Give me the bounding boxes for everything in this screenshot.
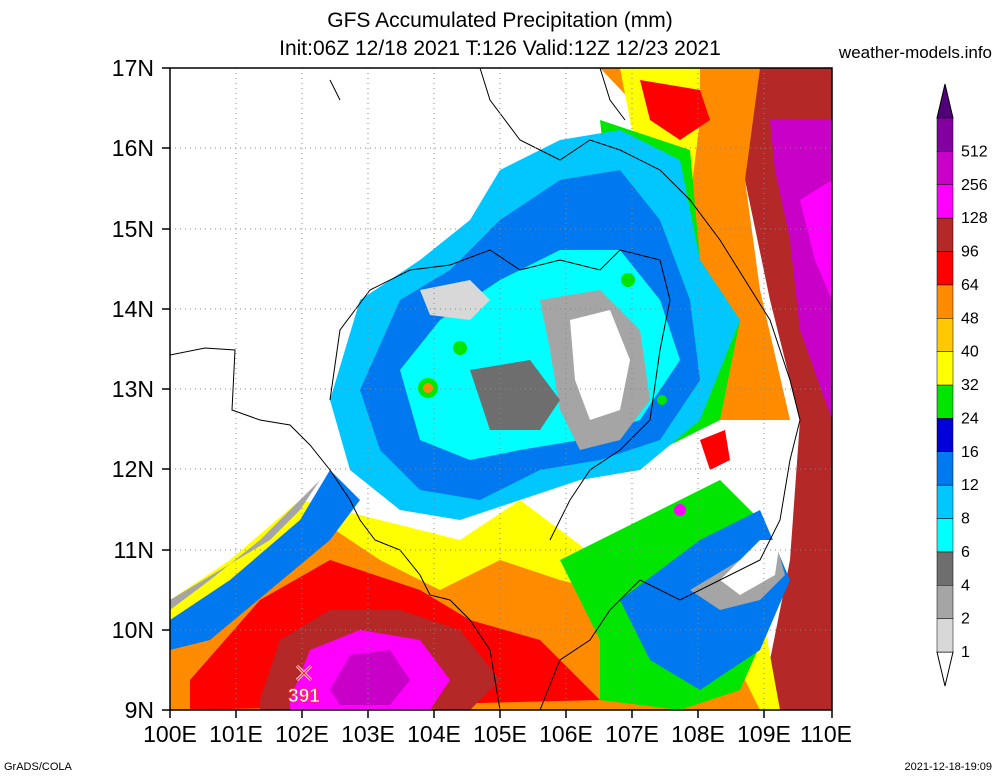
legend-label: 32 <box>961 377 979 394</box>
legend-label: 12 <box>961 477 979 494</box>
lat-label: 10N <box>112 617 154 643</box>
legend-label: 128 <box>961 210 988 227</box>
legend-label: 40 <box>961 344 979 361</box>
lon-label: 106E <box>539 721 593 747</box>
legend-swatch <box>936 484 954 519</box>
legend-label: 64 <box>961 277 979 294</box>
legend-swatch <box>936 251 954 286</box>
map-grid <box>170 68 832 710</box>
legend-label: 256 <box>961 177 988 194</box>
legend-swatch <box>936 117 954 152</box>
legend-label: 16 <box>961 444 979 461</box>
chart-subtitle: Init:06Z 12/18 2021 T:126 Valid:12Z 12/2… <box>279 37 721 60</box>
lon-label: 105E <box>473 721 527 747</box>
lat-label: 11N <box>114 537 155 563</box>
legend-label: 4 <box>961 577 970 594</box>
lon-label: 110E <box>800 721 852 747</box>
axis-ticks <box>162 67 833 718</box>
legend-swatch <box>936 518 954 553</box>
max-value-label: 391 <box>288 686 320 707</box>
legend-label: 1 <box>961 644 970 661</box>
lat-label: 14N <box>112 296 154 322</box>
legend-swatch <box>936 384 954 419</box>
lon-label: 104E <box>407 721 461 747</box>
x-marker-icon <box>295 664 313 682</box>
legend-arrow-top <box>936 83 954 119</box>
lat-label: 13N <box>112 376 154 402</box>
legend-label: 512 <box>961 143 988 160</box>
legend-swatch <box>936 184 954 219</box>
legend-swatch <box>936 585 954 619</box>
lon-label: 100E <box>143 721 197 747</box>
legend-swatch <box>936 318 954 352</box>
legend-swatch <box>936 618 954 653</box>
lat-label: 9N <box>125 697 154 723</box>
legend-swatch <box>936 217 954 252</box>
legend-swatch <box>936 284 954 319</box>
lon-label: 101E <box>209 721 263 747</box>
source-label: weather-models.info <box>838 43 992 62</box>
longitude-labels: 100E 101E 102E 103E 104E 105E 106E 107E … <box>143 721 852 747</box>
lat-label: 16N <box>112 135 154 161</box>
legend-label: 6 <box>961 544 970 561</box>
latitude-labels: 9N 10N 11N 12N 13N 14N 15N 16N 17N <box>112 55 154 723</box>
lat-label: 12N <box>112 456 154 482</box>
lat-label: 17N <box>112 55 154 81</box>
legend-swatch <box>936 351 954 386</box>
lon-label: 103E <box>341 721 395 747</box>
legend-swatch <box>936 451 954 486</box>
legend-label: 96 <box>961 244 979 261</box>
coastline-borders <box>170 68 801 710</box>
lon-label: 108E <box>671 721 725 747</box>
lon-label: 109E <box>737 721 791 747</box>
legend-swatch <box>936 418 954 452</box>
lon-label: 102E <box>275 721 329 747</box>
legend-label: 48 <box>961 310 979 327</box>
footer-timestamp: 2021-12-18-19:09 <box>904 761 992 773</box>
legend-label: 24 <box>961 410 979 427</box>
lon-label: 107E <box>605 721 659 747</box>
legend-arrow-bottom <box>936 651 954 687</box>
legend-label: 2 <box>961 611 970 628</box>
legend-label: 8 <box>961 511 970 528</box>
legend-swatch <box>936 551 954 586</box>
chart-title: GFS Accumulated Precipitation (mm) <box>327 9 673 32</box>
legend-swatch <box>936 151 954 185</box>
footer-software: GrADS/COLA <box>4 761 72 773</box>
lat-label: 15N <box>112 216 154 242</box>
